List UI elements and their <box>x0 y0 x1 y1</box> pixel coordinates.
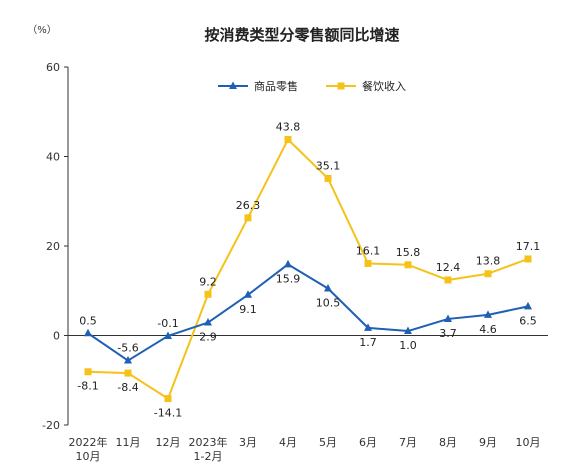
data-label: 15.8 <box>396 246 421 259</box>
data-point <box>364 323 372 331</box>
data-point <box>164 395 172 403</box>
data-point <box>244 214 252 222</box>
data-point <box>204 318 212 326</box>
series-line-0 <box>87 263 529 362</box>
data-point <box>324 284 332 292</box>
y-tick-label: 20 <box>46 240 60 253</box>
data-label: 1.0 <box>399 339 417 352</box>
axes: -20 0 20 40 60 2022年 10月 11月 12月 2023年 1-2月 3月 4月 5月 6… <box>42 61 548 463</box>
x-tick-label: 9月 <box>479 436 497 449</box>
x-tick-label: 10月 <box>516 436 541 449</box>
data-label: 0.5 <box>79 314 97 327</box>
x-tick-label: 5月 <box>319 436 337 449</box>
data-label: 26.3 <box>236 199 261 212</box>
x-tick-label: 2023年 1-2月 <box>189 435 228 463</box>
legend-label: 餐饮收入 <box>362 79 406 93</box>
data-point <box>244 290 252 298</box>
data-label: -14.1 <box>154 407 182 420</box>
data-label: 17.1 <box>516 240 541 253</box>
data-point <box>524 255 532 263</box>
data-label: -8.1 <box>77 380 98 393</box>
data-point <box>84 368 92 376</box>
y-tick-label: 0 <box>53 330 60 343</box>
data-label: 2.9 <box>199 331 217 344</box>
legend-label: 商品零售 <box>254 79 298 93</box>
data-label: -0.1 <box>157 317 178 330</box>
data-label: 10.5 <box>316 297 341 310</box>
data-point <box>124 356 132 364</box>
y-tick-label: 60 <box>46 61 60 74</box>
data-label: 35.1 <box>316 159 341 172</box>
x-tick-label: 3月 <box>239 436 257 449</box>
data-label: 16.1 <box>356 244 381 257</box>
data-point <box>124 369 132 377</box>
series-line-1 <box>87 138 529 400</box>
legend-marker <box>229 81 237 89</box>
x-tick-label: 11月 <box>116 436 141 449</box>
data-label: -8.4 <box>117 381 138 394</box>
y-tick-label: -20 <box>42 419 60 432</box>
data-point <box>284 135 292 143</box>
data-label: 3.7 <box>439 327 457 340</box>
data-point <box>444 314 452 322</box>
data-label: 12.4 <box>436 261 461 274</box>
legend: 商品零售 餐饮收入 <box>218 79 406 93</box>
x-tick-label: 6月 <box>359 436 377 449</box>
data-point <box>484 310 492 318</box>
y-axis-unit: （%） <box>27 24 57 36</box>
data-point <box>524 301 532 310</box>
x-tick-label: 7月 <box>399 436 417 449</box>
x-tick-label: 12月 <box>156 436 181 449</box>
data-point <box>164 331 172 339</box>
data-label: 13.8 <box>476 255 501 268</box>
data-point <box>84 328 92 337</box>
data-point <box>324 174 332 182</box>
data-label: 9.2 <box>199 275 217 288</box>
data-label: 1.7 <box>359 336 377 349</box>
data-label: 6.5 <box>519 314 537 327</box>
data-point <box>204 290 212 298</box>
data-point <box>444 276 452 284</box>
data-label: 43.8 <box>276 120 301 133</box>
y-tick-label: 40 <box>46 151 60 164</box>
x-tick-label: 8月 <box>439 436 457 449</box>
data-label: 4.6 <box>479 323 497 336</box>
data-point <box>484 270 492 278</box>
data-label: 9.1 <box>239 303 257 316</box>
legend-marker <box>337 82 345 90</box>
data-point <box>364 259 372 267</box>
series-layer <box>84 135 532 403</box>
data-label: 15.9 <box>276 272 301 285</box>
x-tick-label: 2022年 10月 <box>69 435 108 463</box>
data-point <box>284 259 292 268</box>
chart-title: 按消费类型分零售额同比增速 <box>204 26 399 44</box>
x-tick-label: 4月 <box>279 436 297 449</box>
data-point <box>404 326 412 335</box>
data-labels: 0.5 -5.6 -0.1 2.9 9.1 15.9 10.5 1.7 1.0 3.7 4.6 6.5… <box>77 120 540 419</box>
data-point <box>404 261 412 269</box>
data-label: -5.6 <box>117 342 138 355</box>
